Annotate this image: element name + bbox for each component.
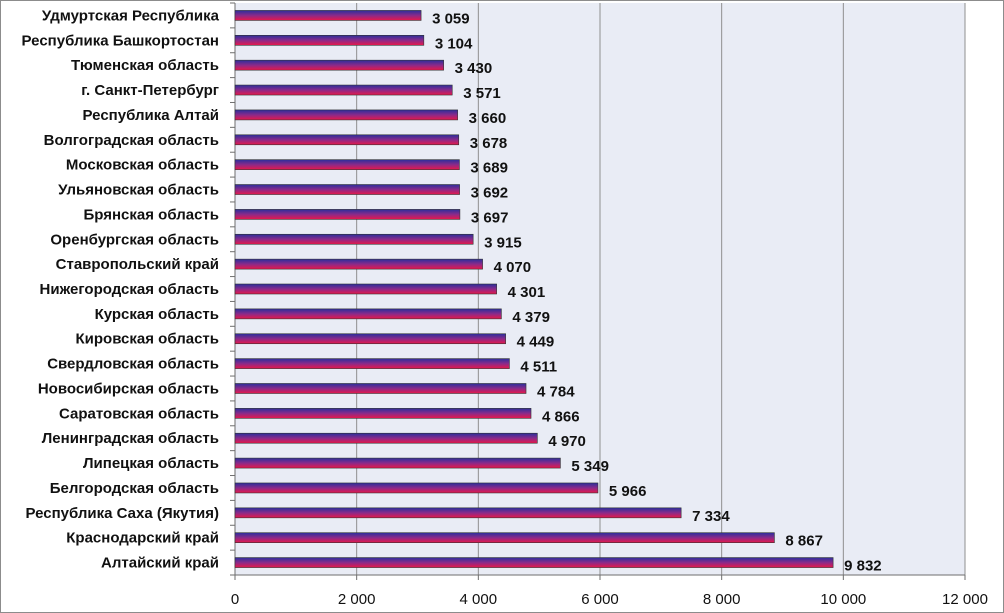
bar bbox=[234, 258, 483, 270]
value-label: 7 334 bbox=[692, 508, 730, 525]
x-tick-label: 6 000 bbox=[581, 591, 619, 608]
value-label: 4 866 bbox=[542, 408, 580, 425]
value-label: 5 966 bbox=[609, 483, 647, 500]
value-label: 3 059 bbox=[432, 10, 470, 27]
category-label: Кировская область bbox=[76, 331, 220, 348]
bar bbox=[234, 457, 561, 469]
bar bbox=[234, 134, 460, 146]
bars bbox=[234, 10, 834, 568]
value-label: 5 349 bbox=[571, 458, 609, 475]
category-label: Новосибирская область bbox=[38, 380, 219, 397]
bar bbox=[234, 507, 682, 519]
value-label: 3 660 bbox=[469, 110, 507, 127]
bar bbox=[234, 333, 506, 345]
x-tick-label: 0 bbox=[231, 591, 239, 608]
bar bbox=[234, 283, 497, 295]
value-label: 3 104 bbox=[435, 35, 473, 52]
category-label: Удмуртская Республика bbox=[42, 7, 220, 24]
category-label: Республика Алтай bbox=[83, 107, 219, 124]
bar bbox=[234, 308, 502, 320]
category-label: Волгоградская область bbox=[44, 132, 219, 149]
x-tick-label: 8 000 bbox=[703, 591, 741, 608]
category-label: Нижегородская область bbox=[40, 281, 219, 298]
bar bbox=[234, 184, 460, 195]
value-label: 8 867 bbox=[785, 533, 823, 550]
category-label: Ульяновская область bbox=[58, 182, 219, 199]
category-label: Ленинградская область bbox=[42, 430, 219, 447]
x-tick-label: 10 000 bbox=[820, 591, 866, 608]
bar bbox=[234, 209, 461, 220]
category-label: Саратовская область bbox=[59, 405, 219, 422]
value-label: 3 697 bbox=[471, 209, 509, 226]
category-label: Липецкая область bbox=[83, 455, 219, 472]
value-label: 4 970 bbox=[548, 433, 586, 450]
bar bbox=[234, 557, 834, 568]
bar bbox=[234, 10, 422, 21]
category-label: Брянская область bbox=[83, 206, 219, 223]
value-label: 3 678 bbox=[470, 135, 508, 152]
category-label: Тюменская область bbox=[71, 57, 219, 74]
value-label: 4 784 bbox=[537, 383, 575, 400]
bar bbox=[234, 109, 458, 121]
category-label: г. Санкт-Петербург bbox=[81, 82, 219, 99]
bar bbox=[234, 59, 444, 71]
value-label: 9 832 bbox=[844, 558, 882, 575]
category-label: Ставропольский край bbox=[56, 256, 219, 273]
value-label: 3 430 bbox=[455, 60, 493, 77]
bar bbox=[234, 35, 425, 46]
bar bbox=[234, 482, 599, 494]
value-label: 4 449 bbox=[517, 334, 555, 351]
category-label: Московская область bbox=[66, 157, 219, 174]
bar bbox=[234, 408, 532, 419]
bar bbox=[234, 432, 538, 444]
category-label: Курская область bbox=[95, 306, 219, 323]
x-tick-label: 12 000 bbox=[942, 591, 988, 608]
value-label: 3 689 bbox=[470, 160, 508, 177]
bar bbox=[234, 159, 460, 170]
value-label: 4 070 bbox=[494, 259, 532, 276]
category-label: Свердловская область bbox=[47, 356, 219, 373]
x-tick-label: 4 000 bbox=[460, 591, 498, 608]
value-label: 4 301 bbox=[508, 284, 546, 301]
value-label: 4 379 bbox=[512, 309, 550, 326]
bar bbox=[234, 358, 510, 369]
category-label: Краснодарский край bbox=[66, 530, 219, 547]
category-label: Алтайский край bbox=[101, 555, 219, 572]
category-label: Республика Саха (Якутия) bbox=[25, 505, 219, 522]
labels: 0 2 000 4 000 6 000 8 000 10 000 12 000 Удмуртс… bbox=[22, 7, 988, 608]
category-label: Белгородская область bbox=[50, 480, 219, 497]
category-label: Оренбургская область bbox=[50, 231, 219, 248]
bar bbox=[234, 532, 775, 543]
value-label: 3 692 bbox=[471, 185, 509, 202]
category-label: Республика Башкортостан bbox=[22, 32, 219, 49]
value-label: 4 511 bbox=[520, 359, 557, 376]
value-label: 3 915 bbox=[484, 234, 522, 251]
bar bbox=[234, 84, 453, 96]
bar bbox=[234, 233, 474, 245]
bar bbox=[234, 383, 527, 394]
x-tick-label: 2 000 bbox=[338, 591, 376, 608]
value-label: 3 571 bbox=[463, 85, 501, 102]
